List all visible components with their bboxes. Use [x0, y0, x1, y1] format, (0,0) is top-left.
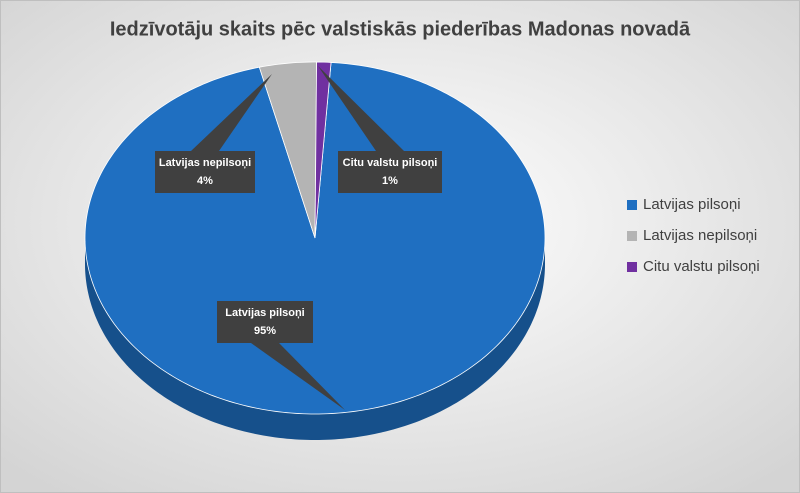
- legend-label: Latvijas pilsoņi: [643, 196, 741, 213]
- data-label-value: 1%: [382, 175, 398, 187]
- data-label-name: Citu valstu pilsoņi: [343, 157, 438, 169]
- callout-box: [217, 301, 313, 343]
- callout-box: [155, 151, 255, 193]
- callout-pointer: [251, 343, 345, 410]
- legend-swatch: [627, 262, 637, 272]
- legend-swatch: [627, 200, 637, 210]
- pie-slice: [258, 61, 318, 239]
- legend-label: Citu valstu pilsoņi: [643, 258, 760, 275]
- data-label-value: 95%: [254, 325, 276, 337]
- data-label-value: 4%: [197, 175, 213, 187]
- pie-slice: [314, 61, 332, 239]
- chart-title: Iedzīvotāju skaits pēc valstiskās pieder…: [110, 18, 691, 40]
- data-label-name: Latvijas pilsoņi: [225, 307, 304, 319]
- legend-swatch: [627, 231, 637, 241]
- callout-box: [338, 151, 442, 193]
- data-label-name: Latvijas nepilsoņi: [159, 157, 251, 169]
- callout-pointer: [318, 66, 404, 151]
- callout-pointer: [191, 74, 272, 151]
- legend-label: Latvijas nepilsoņi: [643, 227, 757, 244]
